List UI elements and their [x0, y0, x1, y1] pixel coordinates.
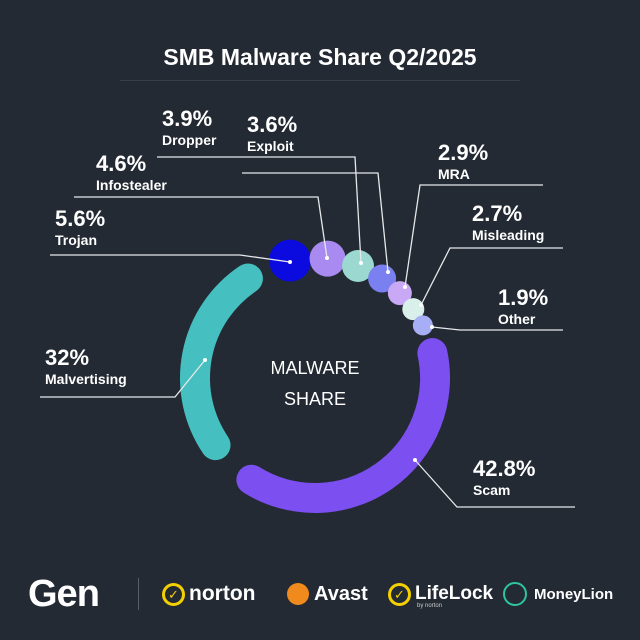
leader-dot-dropper: [359, 261, 363, 265]
slice-percent: 3.9%: [162, 106, 213, 131]
center-label-line1: MALWARE: [270, 358, 360, 378]
slice-name: Infostealer: [96, 177, 167, 193]
slice-percent: 4.6%: [96, 151, 147, 176]
slice-percent: 2.7%: [472, 201, 523, 226]
slice-percent: 5.6%: [55, 206, 106, 231]
leader-dot-malvertising: [203, 358, 207, 362]
leader-dot-scam: [413, 458, 417, 462]
leader-dot-infostealer: [325, 256, 329, 260]
leader-line-scam: [414, 459, 575, 508]
moneylion-text: MoneyLion: [534, 585, 614, 603]
slice-name: Misleading: [472, 227, 545, 243]
label-exploit: 3.6% Exploit: [247, 112, 298, 154]
lifelock-subtext: by norton: [417, 603, 443, 609]
leader-dot-other: [430, 325, 434, 329]
logo-divider: [138, 578, 139, 610]
label-misleading: 2.7% Misleading: [472, 201, 545, 243]
slice-name: MRA: [438, 166, 470, 182]
title-divider: [120, 80, 520, 81]
slice-scam: [236, 338, 450, 513]
leader-dot-misleading: [419, 303, 423, 307]
lifelock-check-icon: ✓: [388, 582, 411, 606]
avast-text: Avast: [314, 582, 368, 605]
moneylion-icon: [503, 582, 527, 606]
slice-name: Other: [498, 311, 536, 327]
slice-name: Scam: [473, 482, 511, 498]
leader-line-trojan: [50, 254, 291, 263]
leader-line-other: [431, 326, 563, 331]
leader-line-misleading: [420, 247, 563, 306]
lifelock-logo: ✓ LifeLock by norton: [388, 574, 493, 614]
label-dropper: 3.9% Dropper: [162, 106, 217, 148]
label-malvertising: 32% Malvertising: [45, 345, 127, 387]
slice-percent: 1.9%: [498, 285, 549, 310]
norton-text: norton: [189, 582, 256, 605]
slice-malvertising: [180, 263, 263, 461]
footer-logos: Gen ✓ norton Avast ✓ LifeLock by norton …: [0, 572, 640, 615]
avast-icon: [287, 583, 309, 605]
slice-dropper: [342, 249, 375, 282]
slice-name: Exploit: [247, 138, 294, 154]
slice-name: Malvertising: [45, 371, 127, 387]
leader-line-exploit: [242, 172, 389, 273]
slice-name: Trojan: [55, 232, 98, 248]
label-scam: 42.8% Scam: [473, 456, 536, 498]
norton-logo: ✓ norton: [162, 574, 255, 614]
slice-percent: 42.8%: [473, 456, 536, 481]
slice-percent: 3.6%: [247, 112, 298, 137]
leader-dot-exploit: [386, 270, 390, 274]
slice-percent: 32%: [45, 345, 90, 370]
slice-name: Dropper: [162, 132, 217, 148]
norton-check-icon: ✓: [162, 582, 185, 606]
slice-misleading: [402, 298, 425, 321]
label-other: 1.9% Other: [498, 285, 549, 327]
leader-dot-mra: [403, 285, 407, 289]
leader-dot-trojan: [288, 260, 292, 264]
lifelock-text: LifeLock: [415, 583, 494, 604]
moneylion-logo: MoneyLion: [503, 574, 613, 614]
slice-percent: 2.9%: [438, 140, 489, 165]
label-trojan: 5.6% Trojan: [55, 206, 106, 248]
leader-line-infostealer: [74, 196, 328, 259]
leader-line-dropper: [157, 156, 362, 264]
label-mra: 2.9% MRA: [438, 140, 489, 182]
gen-logo: Gen: [28, 572, 100, 615]
label-infostealer: 4.6% Infostealer: [96, 151, 167, 193]
center-label-line2: SHARE: [283, 389, 346, 409]
chart-title: SMB Malware Share Q2/2025: [163, 44, 477, 70]
slice-other: [412, 315, 433, 336]
avast-logo: Avast: [287, 574, 368, 614]
leader-line-malvertising: [40, 359, 206, 398]
leader-line-mra: [404, 184, 543, 288]
